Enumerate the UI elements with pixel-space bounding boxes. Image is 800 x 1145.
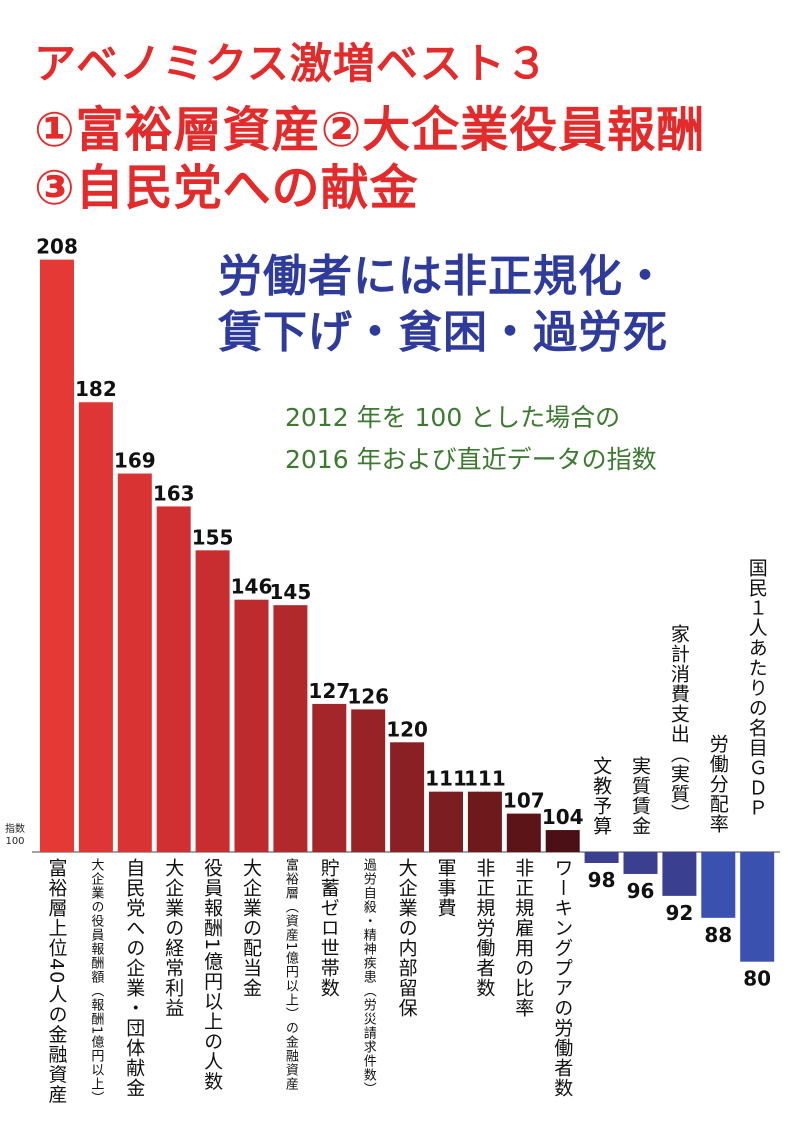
note-line-2: 2016 年および直近データの指数 <box>285 445 657 474</box>
bar <box>467 791 502 852</box>
data-label: 111 <box>464 767 506 791</box>
category-label: 非正規雇用の比率 <box>512 858 535 1018</box>
bar <box>234 599 269 852</box>
note-line-1: 2012 年を 100 とした場合の <box>285 403 621 432</box>
data-label: 98 <box>588 868 616 892</box>
data-label: 88 <box>704 923 732 947</box>
bar <box>390 742 425 852</box>
y-axis-label: 指数 100 <box>2 824 28 848</box>
bar <box>40 259 74 852</box>
data-label: 126 <box>347 684 389 708</box>
data-label: 145 <box>270 580 312 604</box>
category-label: 家計消費支出（実質） <box>667 624 690 824</box>
category-label: 大企業の内部留保 <box>395 858 418 1018</box>
bar <box>156 506 191 852</box>
category-label: 大企業の配当金 <box>240 858 262 998</box>
subheading-line-1: 労働者には非正規化・ <box>218 251 668 302</box>
data-label: 169 <box>114 449 156 473</box>
data-label: 92 <box>665 901 693 925</box>
data-label: 80 <box>743 967 771 991</box>
data-label: 127 <box>308 679 350 703</box>
bar <box>701 852 736 918</box>
data-label: 208 <box>36 235 78 259</box>
category-label: 文教予算 <box>590 756 613 836</box>
category-label: 役員報酬1億円以上の人数 <box>201 858 224 1092</box>
category-label: 富裕層（資産1億円以上）の金融資産 <box>282 858 298 1092</box>
category-label: ワーキングプアの労働者数 <box>551 858 574 1098</box>
category-label: 非正規労働者数 <box>473 858 496 998</box>
bar <box>740 852 775 962</box>
data-label: 96 <box>627 879 655 903</box>
category-label: 実質賃金 <box>629 756 651 836</box>
category-label: 自民党への企業・団体献金 <box>123 858 146 1098</box>
subheading-line-2: 賃下げ・貧困・過労死 <box>218 307 668 358</box>
bar <box>506 813 541 852</box>
title-line-2: ①富裕層資産②大企業役員報酬 <box>34 102 706 158</box>
data-label: 163 <box>153 481 195 505</box>
category-label: 大企業の経常利益 <box>162 858 185 1018</box>
bar <box>195 550 230 852</box>
data-label: 155 <box>192 525 234 549</box>
category-label: 国民１人あたりの名目ＧＤＰ <box>745 558 768 818</box>
category-label: 貯蓄ゼロ世帯数 <box>317 858 340 998</box>
bar <box>429 791 463 852</box>
data-label: 104 <box>542 805 584 829</box>
category-label: 大企業の役員報酬額（報酬1億円以上） <box>88 858 104 1106</box>
data-label: 146 <box>231 575 273 599</box>
bar <box>78 402 113 852</box>
y-axis-label-text: 指数 <box>5 824 25 835</box>
data-label: 182 <box>75 377 117 401</box>
bar <box>312 703 347 852</box>
chart-title: アベノミクス激増ベスト３ <box>34 39 549 88</box>
bar <box>117 473 152 852</box>
category-label: 過労自殺・精神疾患（労災請求件数） <box>360 858 376 1096</box>
category-label: 富裕層上位40人の金融資産 <box>45 858 68 1105</box>
bar <box>273 605 308 852</box>
data-label: 111 <box>425 767 467 791</box>
category-label: 労働分配率 <box>706 734 729 834</box>
bar <box>545 830 580 852</box>
data-label: 107 <box>503 789 545 813</box>
bar <box>351 709 386 852</box>
category-label: 軍事費 <box>434 858 457 918</box>
bar <box>662 852 697 896</box>
y-axis-baseline-text: 100 <box>5 836 25 847</box>
bar <box>584 852 619 863</box>
bar <box>623 852 658 874</box>
data-label: 120 <box>386 717 428 741</box>
title-line-3: ③自民党への献金 <box>34 160 419 216</box>
